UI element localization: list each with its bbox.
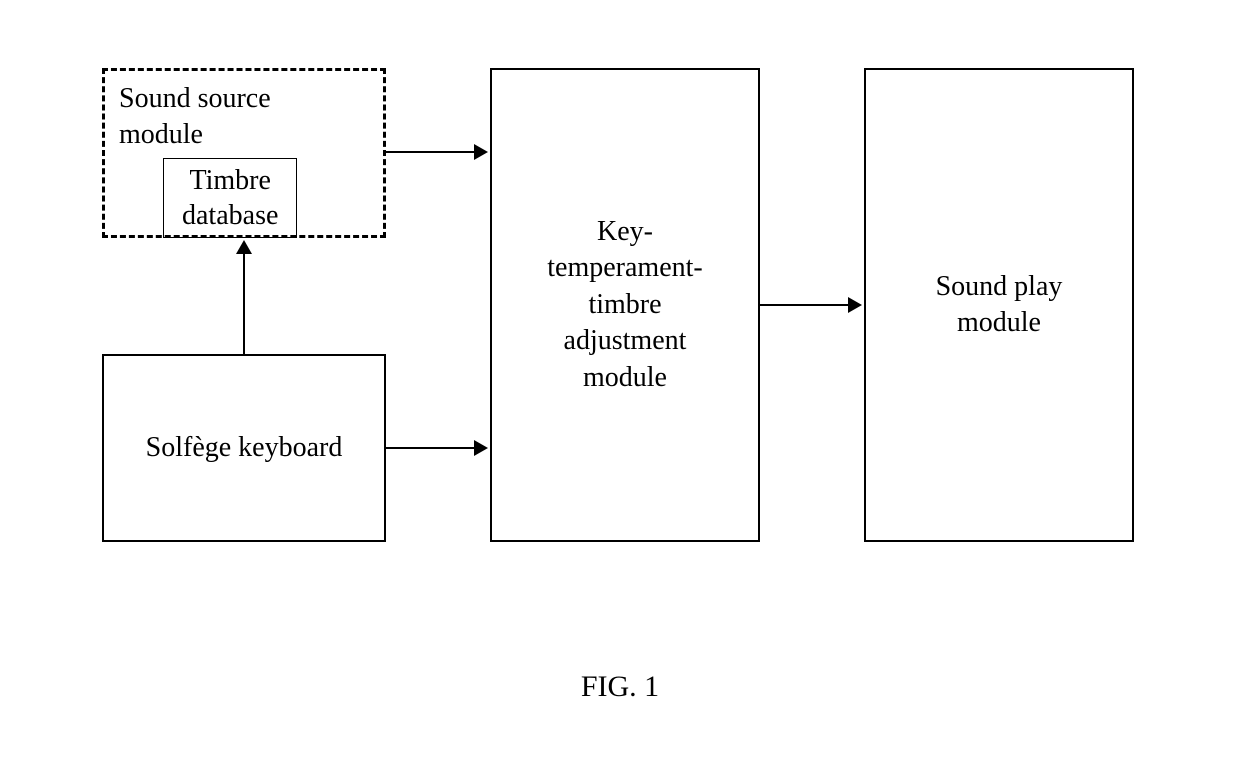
sound-play-module-box: Sound play module bbox=[864, 68, 1134, 542]
solfege-keyboard-box: Solfège keyboard bbox=[102, 354, 386, 542]
figure-caption: FIG. 1 bbox=[560, 670, 680, 704]
edge-source-to-adjust-head bbox=[474, 144, 488, 160]
solfege-keyboard-label: Solfège keyboard bbox=[146, 430, 343, 466]
edge-adjust-to-play-head bbox=[848, 297, 862, 313]
adjustment-module-box: Key- temperament- timbre adjustment modu… bbox=[490, 68, 760, 542]
timbre-database-label: Timbre database bbox=[182, 165, 278, 231]
edge-adjust-to-play bbox=[760, 304, 850, 306]
sound-source-module: Sound source module Timbre database bbox=[102, 68, 386, 238]
edge-solfege-to-source-head bbox=[236, 240, 252, 254]
edge-solfege-to-adjust-head bbox=[474, 440, 488, 456]
edge-source-to-adjust bbox=[386, 151, 476, 153]
edge-solfege-to-adjust bbox=[386, 447, 476, 449]
sound-play-module-label: Sound play module bbox=[936, 269, 1063, 342]
timbre-database-box: Timbre database bbox=[163, 158, 297, 238]
sound-source-label: Sound source module bbox=[119, 81, 369, 154]
adjustment-module-label: Key- temperament- timbre adjustment modu… bbox=[547, 214, 702, 396]
edge-solfege-to-source bbox=[243, 252, 245, 354]
